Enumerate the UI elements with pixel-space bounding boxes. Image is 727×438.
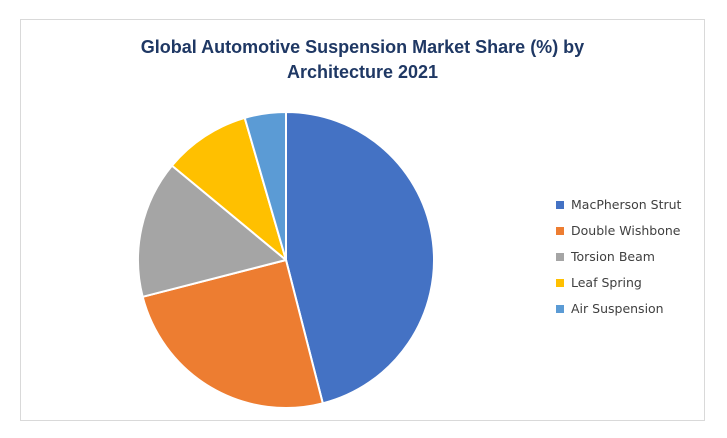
legend-swatch (556, 201, 564, 209)
pie-chart (137, 111, 435, 409)
legend-item-macpherson-strut: MacPherson Strut (556, 192, 681, 218)
legend-item-leaf-spring: Leaf Spring (556, 270, 681, 296)
pie-slice-torsion-beam (137, 164, 287, 298)
legend-swatch (556, 305, 564, 313)
legend-label: Leaf Spring (571, 275, 642, 290)
legend-label: MacPherson Strut (571, 197, 682, 212)
legend-swatch (556, 253, 564, 261)
legend-item-double-wishbone: Double Wishbone (556, 218, 681, 244)
legend-label: Air Suspension (571, 301, 664, 316)
legend-label: Double Wishbone (571, 223, 681, 238)
pie-slice-double-wishbone (141, 259, 324, 409)
chart-title-line-1: Global Automotive Suspension Market Shar… (140, 37, 585, 57)
chart-title: Global Automotive Suspension Market Shar… (21, 35, 704, 85)
legend-label: Torsion Beam (571, 249, 655, 264)
pie-slice-leaf-spring (170, 116, 287, 261)
legend-swatch (556, 279, 564, 287)
legend-swatch (556, 227, 564, 235)
pie-slice-air-suspension (243, 111, 287, 261)
chart-area: Global Automotive Suspension Market Shar… (20, 19, 705, 421)
pie-slice-macpherson-strut (285, 111, 435, 405)
legend: MacPherson Strut Double Wishbone Torsion… (556, 192, 681, 322)
legend-item-air-suspension: Air Suspension (556, 296, 681, 322)
legend-item-torsion-beam: Torsion Beam (556, 244, 681, 270)
chart-title-line-2: Architecture 2021 (286, 62, 439, 82)
